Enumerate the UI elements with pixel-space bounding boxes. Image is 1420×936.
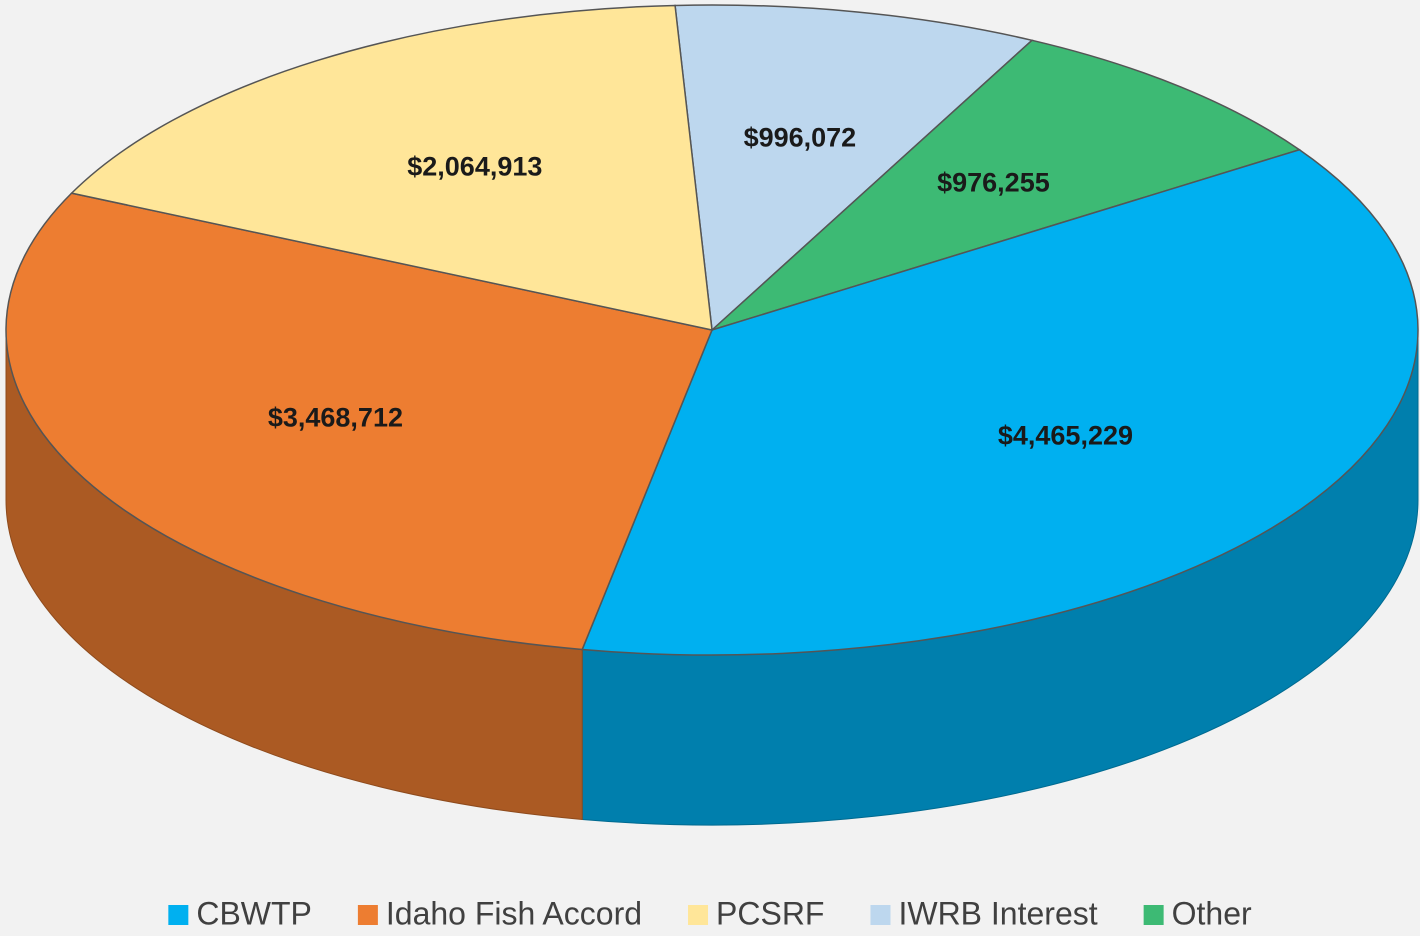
legend-label: Idaho Fish Accord bbox=[386, 895, 642, 931]
pie-slice bbox=[711, 39, 1302, 331]
value-label: $976,255 bbox=[937, 167, 1050, 197]
value-label: $996,072 bbox=[744, 122, 857, 152]
value-labels: $996,072 $976,255 $4,465,229 $3,468,712 $2,0… bbox=[268, 122, 1133, 450]
pie-slice bbox=[674, 4, 1034, 332]
pie-slice bbox=[5, 192, 714, 651]
legend-swatch bbox=[357, 905, 378, 925]
pie-tops bbox=[5, 4, 1419, 656]
legend-label: PCSRF bbox=[716, 895, 824, 931]
pie-slice bbox=[581, 148, 1419, 656]
legend-label: Other bbox=[1172, 895, 1252, 931]
pie-slice bbox=[70, 4, 713, 331]
legend-swatch bbox=[1143, 905, 1164, 925]
value-label: $3,468,712 bbox=[268, 402, 403, 432]
legend-swatch bbox=[870, 905, 891, 925]
value-label: $2,064,913 bbox=[407, 152, 542, 182]
legend-label: CBWTP bbox=[196, 895, 312, 931]
legend: CBWTP Idaho Fish Accord PCSRF IWRB Interest… bbox=[168, 895, 1252, 931]
value-label: $4,465,229 bbox=[998, 421, 1133, 451]
legend-label: IWRB Interest bbox=[898, 895, 1097, 931]
legend-swatch bbox=[688, 905, 709, 925]
legend-swatch bbox=[168, 905, 189, 925]
